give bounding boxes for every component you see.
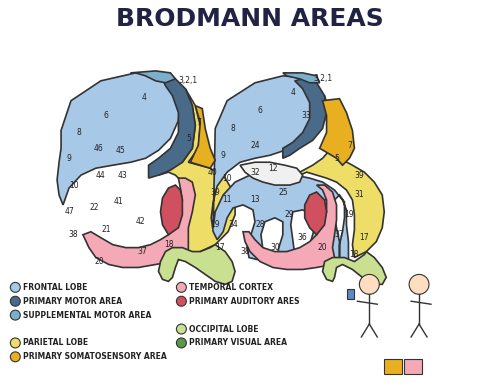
- Text: 31: 31: [354, 191, 364, 200]
- Text: 34: 34: [228, 220, 238, 229]
- Text: 37: 37: [138, 247, 147, 256]
- Text: TEMPORAL CORTEX: TEMPORAL CORTEX: [190, 283, 274, 292]
- Text: 9: 9: [66, 154, 71, 163]
- Circle shape: [10, 282, 20, 292]
- Circle shape: [176, 338, 186, 348]
- Polygon shape: [160, 185, 182, 235]
- Text: 36: 36: [298, 233, 308, 242]
- Polygon shape: [57, 73, 180, 205]
- Polygon shape: [158, 89, 235, 254]
- Polygon shape: [293, 96, 384, 258]
- Text: 19: 19: [344, 210, 354, 219]
- Polygon shape: [158, 245, 235, 284]
- Circle shape: [10, 296, 20, 306]
- Polygon shape: [190, 106, 215, 168]
- Text: 40: 40: [208, 168, 217, 177]
- Text: 33: 33: [302, 111, 312, 120]
- Text: 6: 6: [104, 111, 108, 120]
- Text: 39: 39: [210, 187, 220, 196]
- Polygon shape: [384, 359, 402, 374]
- Text: 20: 20: [94, 257, 104, 266]
- Polygon shape: [83, 178, 196, 268]
- Text: 5: 5: [186, 134, 191, 143]
- Text: 45: 45: [116, 146, 126, 155]
- Circle shape: [176, 324, 186, 334]
- Polygon shape: [322, 252, 386, 284]
- Text: 13: 13: [250, 195, 260, 205]
- Text: 42: 42: [136, 217, 145, 226]
- Text: 18: 18: [164, 240, 173, 249]
- Text: 39: 39: [354, 171, 364, 180]
- Text: BRODMANN AREAS: BRODMANN AREAS: [116, 7, 384, 31]
- Text: 21: 21: [101, 225, 110, 234]
- Text: 44: 44: [96, 171, 106, 180]
- Polygon shape: [404, 359, 422, 374]
- Text: 6: 6: [258, 106, 262, 115]
- Text: 12: 12: [268, 164, 278, 173]
- Text: PRIMARY SOMATOSENSORY AREA: PRIMARY SOMATOSENSORY AREA: [24, 352, 167, 361]
- Circle shape: [360, 274, 380, 294]
- Text: SUPPLEMENTAL MOTOR AREA: SUPPLEMENTAL MOTOR AREA: [24, 311, 152, 320]
- Text: 4: 4: [290, 88, 295, 97]
- Polygon shape: [320, 99, 354, 165]
- Text: 17: 17: [216, 243, 225, 252]
- Text: 46: 46: [94, 144, 104, 153]
- Polygon shape: [304, 192, 326, 235]
- Text: 43: 43: [118, 171, 128, 180]
- Text: 37: 37: [334, 230, 344, 239]
- Polygon shape: [283, 73, 320, 83]
- Text: 19: 19: [210, 220, 220, 229]
- Text: 4: 4: [141, 93, 146, 102]
- Text: 10: 10: [69, 180, 79, 189]
- Circle shape: [10, 310, 20, 320]
- Circle shape: [176, 282, 186, 292]
- Text: 30: 30: [270, 243, 280, 252]
- Text: 38: 38: [68, 230, 78, 239]
- Text: 20: 20: [318, 243, 328, 252]
- Text: 18: 18: [350, 250, 359, 259]
- Text: 7: 7: [196, 118, 200, 127]
- Circle shape: [10, 352, 20, 362]
- Polygon shape: [211, 76, 348, 265]
- Text: 11: 11: [222, 195, 232, 205]
- Text: PARIETAL LOBE: PARIETAL LOBE: [24, 338, 88, 347]
- Text: 29: 29: [285, 210, 294, 219]
- Text: 25: 25: [278, 187, 287, 196]
- Polygon shape: [348, 289, 354, 299]
- Text: 41: 41: [114, 198, 124, 207]
- Text: 32: 32: [250, 168, 260, 177]
- Text: 47: 47: [64, 207, 74, 216]
- Text: 3,2,1: 3,2,1: [313, 74, 332, 83]
- Text: OCCIPITAL LOBE: OCCIPITAL LOBE: [190, 324, 259, 333]
- Text: FRONTAL LOBE: FRONTAL LOBE: [24, 283, 88, 292]
- Text: PRIMARY MOTOR AREA: PRIMARY MOTOR AREA: [24, 297, 122, 306]
- Circle shape: [176, 296, 186, 306]
- Text: 17: 17: [360, 233, 369, 242]
- Polygon shape: [283, 78, 327, 158]
- Text: 8: 8: [230, 124, 235, 133]
- Text: 10: 10: [222, 173, 232, 182]
- Text: 3,2,1: 3,2,1: [179, 76, 198, 85]
- Text: PRIMARY VISUAL AREA: PRIMARY VISUAL AREA: [190, 338, 288, 347]
- Polygon shape: [243, 185, 348, 270]
- Polygon shape: [148, 76, 196, 178]
- Text: 9: 9: [220, 151, 226, 160]
- Text: 28: 28: [255, 220, 264, 229]
- Circle shape: [10, 338, 20, 348]
- Text: 5: 5: [334, 154, 339, 163]
- Polygon shape: [240, 162, 302, 185]
- Text: 24: 24: [250, 141, 260, 150]
- Text: PRIMARY AUDITORY ARES: PRIMARY AUDITORY ARES: [190, 297, 300, 306]
- Text: 38: 38: [240, 247, 250, 256]
- Text: 7: 7: [347, 141, 352, 150]
- Circle shape: [409, 274, 429, 294]
- Text: 8: 8: [76, 128, 82, 137]
- Text: 22: 22: [89, 203, 99, 212]
- Polygon shape: [130, 71, 176, 83]
